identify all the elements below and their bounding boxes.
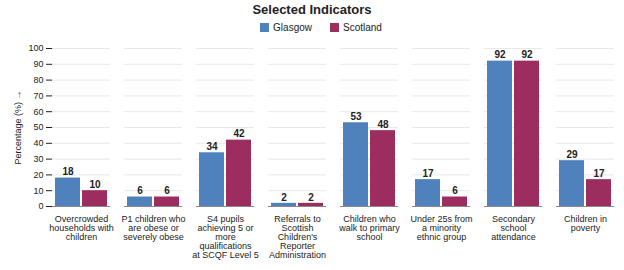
svg-text:S4 pupilsachieving 5 ormorequa: S4 pupilsachieving 5 ormorequalification…	[192, 214, 259, 260]
svg-text:20: 20	[33, 170, 43, 180]
svg-text:0: 0	[38, 201, 43, 211]
svg-text:48: 48	[377, 119, 389, 130]
html-text:Glasgow: Glasgow	[273, 22, 312, 33]
svg-text:6: 6	[452, 185, 458, 196]
svg-text:2: 2	[308, 192, 314, 203]
svg-text:2: 2	[281, 192, 287, 203]
svg-text:50: 50	[33, 122, 43, 132]
svg-text:92: 92	[494, 49, 506, 60]
svg-text:80: 80	[33, 75, 43, 85]
svg-text:6: 6	[137, 185, 143, 196]
svg-text:34: 34	[206, 141, 218, 152]
svg-text:Referrals toScottishChildren's: Referrals toScottishChildren'sReporterAd…	[269, 214, 326, 260]
svg-text:Children inpoverty: Children inpoverty	[564, 214, 607, 233]
svg-text:18: 18	[62, 166, 74, 177]
svg-text:10: 10	[89, 179, 101, 190]
html-text:Scotland: Scotland	[343, 22, 382, 33]
svg-text:53: 53	[350, 111, 362, 122]
html-text:Selected Indicators: Selected Indicators	[252, 2, 372, 17]
svg-text:6: 6	[164, 185, 170, 196]
svg-text:30: 30	[33, 154, 43, 164]
svg-text:40: 40	[33, 138, 43, 148]
svg-text:60: 60	[33, 107, 43, 117]
svg-text:17: 17	[593, 168, 605, 179]
svg-text:90: 90	[33, 59, 43, 69]
svg-text:Percentage (%) →: Percentage (%) →	[13, 90, 23, 164]
svg-text:42: 42	[233, 128, 245, 139]
svg-text:P1 children whoare obese orsev: P1 children whoare obese orseverely obes…	[121, 214, 185, 242]
svg-text:Secondaryschoolattendance: Secondaryschoolattendance	[491, 214, 536, 242]
svg-text:92: 92	[521, 49, 533, 60]
svg-text:29: 29	[566, 149, 578, 160]
svg-text:100: 100	[28, 43, 43, 53]
svg-text:17: 17	[422, 168, 434, 179]
svg-text:Children whowalk to primarysch: Children whowalk to primaryschool	[338, 214, 400, 242]
svg-text:Overcrowdedhouseholds withchil: Overcrowdedhouseholds withchildren	[49, 214, 114, 242]
svg-text:70: 70	[33, 91, 43, 101]
svg-text:10: 10	[33, 186, 43, 196]
svg-text:Under 25s froma minorityethnic: Under 25s froma minorityethnic group	[410, 214, 472, 242]
